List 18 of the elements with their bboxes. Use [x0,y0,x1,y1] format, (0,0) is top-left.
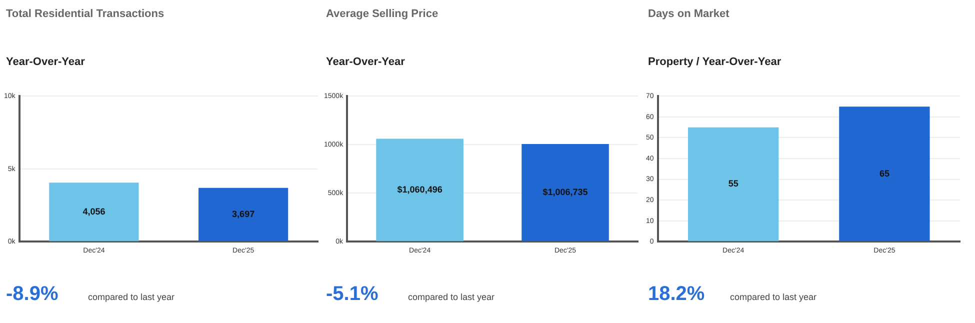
text: compared to last year [730,292,817,302]
text: compared to last year [88,292,175,302]
data-label: 65 [879,168,890,178]
chart-subtitle: Property / Year-Over-Year [648,56,782,68]
chart-title: Total Residential Transactions [6,8,164,20]
text: 18.2% [648,283,705,306]
chart-title: Days on Market [648,8,730,20]
text: -8.9% [6,283,58,306]
chart-title: Average Selling Price [326,8,438,20]
text: compared to last year [408,292,495,302]
chart-subtitle: Year-Over-Year [6,56,85,68]
data-label: $1,006,735 [542,187,588,198]
data-label: 55 [728,178,738,189]
chart-subtitle: Year-Over-Year [326,56,405,68]
data-label: 3,697 [232,208,255,219]
text: -5.1% [326,283,378,306]
data-label: 4,056 [82,206,106,216]
data-label: $1,060,496 [397,184,442,194]
